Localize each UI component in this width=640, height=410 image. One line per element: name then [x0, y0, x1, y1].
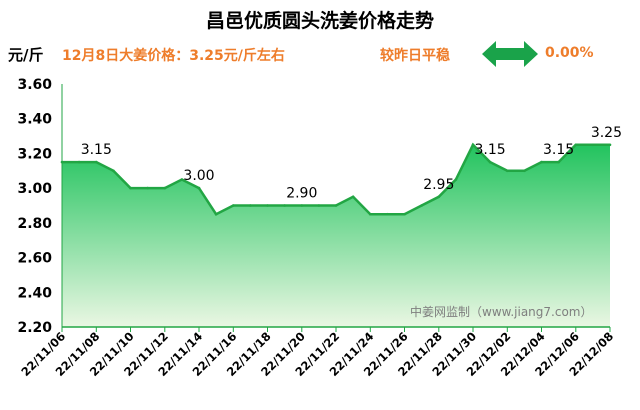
data-point-22-11-25: [386, 212, 389, 216]
data-point-22-11-30: [471, 143, 475, 147]
data-label: 3.25: [591, 125, 622, 141]
chart-title: 昌邑优质圆头洗姜价格走势: [205, 10, 434, 32]
data-point-22-11-18: [266, 204, 269, 207]
data-point-22-12-04: [540, 160, 543, 164]
data-point-22-11-23: [351, 195, 355, 199]
current-price-text: 12月8日大姜价格：3.25元/斤左右: [62, 48, 285, 64]
data-point-22-11-07: [77, 160, 81, 164]
y-tick-label: 3.60: [17, 77, 52, 93]
data-label: 3.15: [475, 142, 506, 158]
compare-label: 较昨日平稳: [380, 48, 450, 64]
y-tick-label: 3.20: [17, 146, 52, 162]
data-point-22-11-20: [300, 204, 304, 207]
data-point-22-11-09: [112, 169, 115, 173]
data-point-22-11-24: [369, 212, 372, 216]
data-point-22-11-14: [197, 186, 201, 190]
watermark: 中姜网监制（www.jiang7.com）: [410, 304, 592, 319]
data-point-22-11-13: [180, 178, 184, 181]
data-point-22-12-08: [608, 143, 612, 147]
data-point-22-12-03: [523, 169, 526, 173]
data-point-22-11-15: [214, 212, 218, 216]
data-point-22-12-06: [574, 143, 578, 147]
y-tick-label: 3.40: [17, 112, 52, 128]
y-axis-unit: 元/斤: [8, 46, 44, 64]
change-percent: 0.00%: [545, 45, 594, 61]
data-point-22-11-08: [95, 160, 98, 164]
data-point-22-11-17: [249, 204, 252, 207]
data-label: 3.15: [543, 142, 574, 158]
data-point-22-11-11: [146, 186, 149, 190]
y-tick-label: 2.80: [17, 216, 52, 232]
y-tick-label: 2.20: [17, 320, 52, 336]
data-point-22-11-28: [437, 195, 441, 199]
y-tick-label: 2.40: [17, 285, 52, 301]
data-point-22-12-01: [488, 160, 492, 164]
data-point-22-12-07: [591, 143, 595, 147]
data-label: 3.00: [183, 168, 214, 184]
data-point-22-11-16: [232, 204, 235, 207]
data-point-22-11-12: [163, 186, 167, 190]
data-point-22-11-19: [283, 204, 286, 207]
data-point-22-12-02: [506, 169, 509, 173]
double-arrow-icon: [482, 41, 538, 67]
y-tick-label: 2.60: [17, 251, 52, 267]
data-point-22-11-27: [420, 204, 423, 207]
data-point-22-12-05: [557, 160, 560, 164]
data-point-22-11-10: [129, 186, 132, 190]
data-label: 2.95: [423, 177, 454, 193]
data-point-22-11-29: [454, 178, 458, 181]
price-area-fill: [62, 144, 610, 327]
y-tick-label: 3.00: [17, 181, 52, 197]
data-point-22-11-21: [317, 204, 321, 207]
data-label: 2.90: [286, 186, 317, 202]
data-label: 3.15: [81, 142, 112, 158]
data-point-22-11-22: [334, 204, 338, 207]
data-point-22-11-26: [403, 212, 406, 216]
